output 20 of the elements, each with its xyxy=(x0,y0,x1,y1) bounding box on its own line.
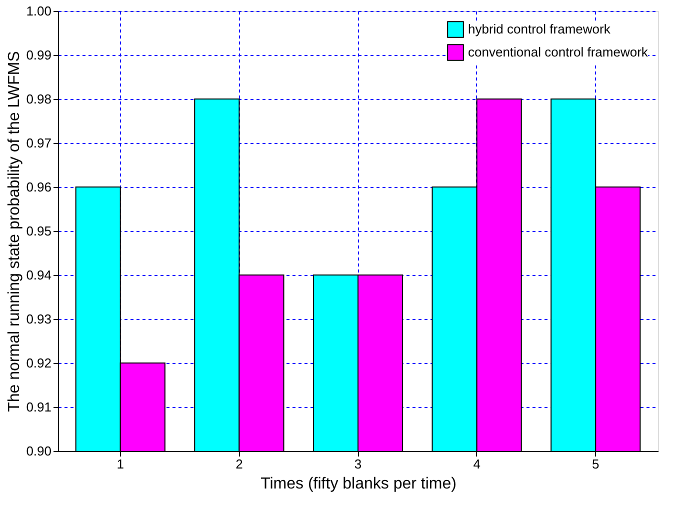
y-tick-label: 0.90 xyxy=(26,444,52,458)
y-tick-label: 0.93 xyxy=(26,312,52,326)
legend-label: conventional control framework xyxy=(468,44,648,60)
y-tick-label: 0.95 xyxy=(26,224,52,238)
y-tick-label: 0.99 xyxy=(26,48,52,62)
x-tick-label: 3 xyxy=(354,456,362,472)
x-tick-label: 1 xyxy=(116,456,124,472)
y-tick-label: 0.96 xyxy=(26,180,52,194)
y-tick-label: 1.00 xyxy=(26,4,52,18)
x-tick-label: 2 xyxy=(236,456,243,472)
x-tick-label: 4 xyxy=(473,456,480,472)
y-axis-title: The normal running state probability of the LWFMS xyxy=(6,51,24,412)
x-axis-title: Times (fifty blanks per time) xyxy=(260,476,456,492)
y-tick-label: 0.94 xyxy=(26,268,52,282)
y-tick-label: 0.91 xyxy=(26,400,52,414)
y-tick-label: 0.97 xyxy=(26,136,52,150)
legend-label: hybrid control framework xyxy=(468,22,611,36)
y-tick-label: 0.98 xyxy=(26,92,52,106)
x-tick-label: 5 xyxy=(592,456,600,472)
y-tick-label: 0.92 xyxy=(26,356,52,370)
